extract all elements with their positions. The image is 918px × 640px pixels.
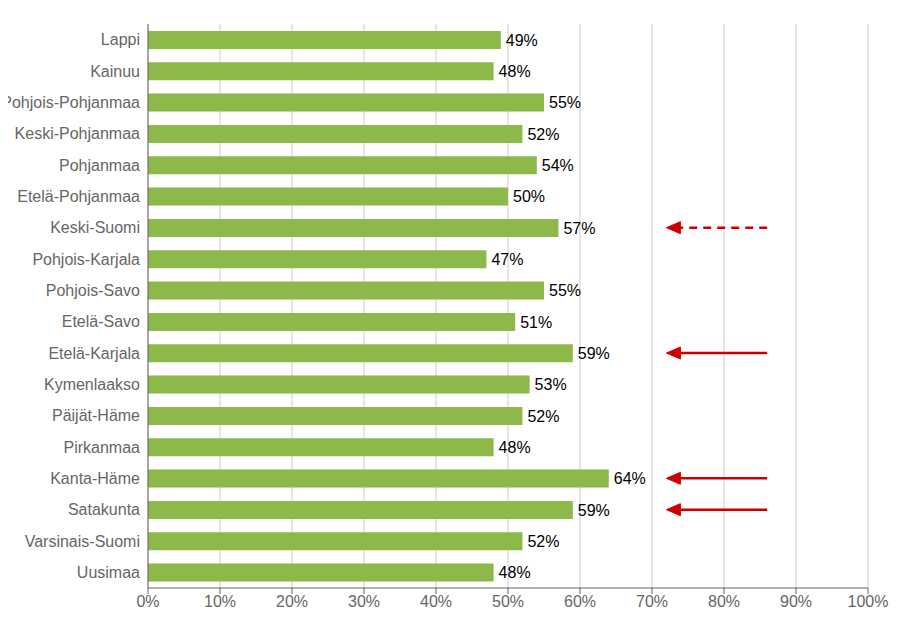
svg-text:Kanta-Häme: Kanta-Häme bbox=[50, 470, 140, 487]
svg-text:30%: 30% bbox=[348, 593, 380, 610]
svg-text:48%: 48% bbox=[499, 63, 531, 80]
svg-text:Uusimaa: Uusimaa bbox=[77, 564, 140, 581]
svg-text:50%: 50% bbox=[513, 188, 545, 205]
svg-text:Pohjanmaa: Pohjanmaa bbox=[59, 157, 140, 174]
svg-text:59%: 59% bbox=[578, 345, 610, 362]
svg-text:70%: 70% bbox=[636, 593, 668, 610]
svg-text:47%: 47% bbox=[491, 251, 523, 268]
svg-text:52%: 52% bbox=[527, 408, 559, 425]
svg-text:48%: 48% bbox=[499, 439, 531, 456]
svg-text:10%: 10% bbox=[204, 593, 236, 610]
svg-text:Pirkanmaa: Pirkanmaa bbox=[64, 439, 141, 456]
svg-text:64%: 64% bbox=[614, 470, 646, 487]
svg-text:52%: 52% bbox=[527, 533, 559, 550]
svg-text:52%: 52% bbox=[527, 126, 559, 143]
svg-text:54%: 54% bbox=[542, 157, 574, 174]
svg-text:90%: 90% bbox=[780, 593, 812, 610]
svg-text:Kainuu: Kainuu bbox=[90, 63, 140, 80]
svg-text:48%: 48% bbox=[499, 564, 531, 581]
svg-text:80%: 80% bbox=[708, 593, 740, 610]
svg-text:Pohjois-Savo: Pohjois-Savo bbox=[46, 282, 140, 299]
svg-text:Pohjois-Karjala: Pohjois-Karjala bbox=[32, 251, 140, 268]
svg-text:100%: 100% bbox=[848, 593, 889, 610]
svg-text:59%: 59% bbox=[578, 502, 610, 519]
svg-text:53%: 53% bbox=[535, 376, 567, 393]
svg-text:55%: 55% bbox=[549, 94, 581, 111]
svg-text:Kymenlaakso: Kymenlaakso bbox=[44, 376, 140, 393]
svg-text:Keski-Suomi: Keski-Suomi bbox=[50, 219, 140, 236]
svg-text:20%: 20% bbox=[276, 593, 308, 610]
svg-text:40%: 40% bbox=[420, 593, 452, 610]
svg-text:50%: 50% bbox=[492, 593, 524, 610]
svg-text:Lappi: Lappi bbox=[101, 31, 140, 48]
svg-text:Päijät-Häme: Päijät-Häme bbox=[52, 407, 140, 424]
svg-text:51%: 51% bbox=[520, 314, 552, 331]
svg-text:Etelä-Savo: Etelä-Savo bbox=[62, 313, 140, 330]
svg-text:Keski-Pohjanmaa: Keski-Pohjanmaa bbox=[15, 125, 141, 142]
svg-text:Varsinais-Suomi: Varsinais-Suomi bbox=[25, 533, 140, 550]
svg-text:49%: 49% bbox=[506, 32, 538, 49]
svg-text:Etelä-Pohjanmaa: Etelä-Pohjanmaa bbox=[17, 188, 140, 205]
svg-text:57%: 57% bbox=[563, 220, 595, 237]
svg-text:0%: 0% bbox=[136, 593, 159, 610]
svg-text:55%: 55% bbox=[549, 282, 581, 299]
svg-text:60%: 60% bbox=[564, 593, 596, 610]
svg-text:Satakunta: Satakunta bbox=[68, 501, 140, 518]
svg-text:Etelä-Karjala: Etelä-Karjala bbox=[48, 345, 140, 362]
svg-text:Pohjois-Pohjanmaa: Pohjois-Pohjanmaa bbox=[8, 94, 140, 111]
